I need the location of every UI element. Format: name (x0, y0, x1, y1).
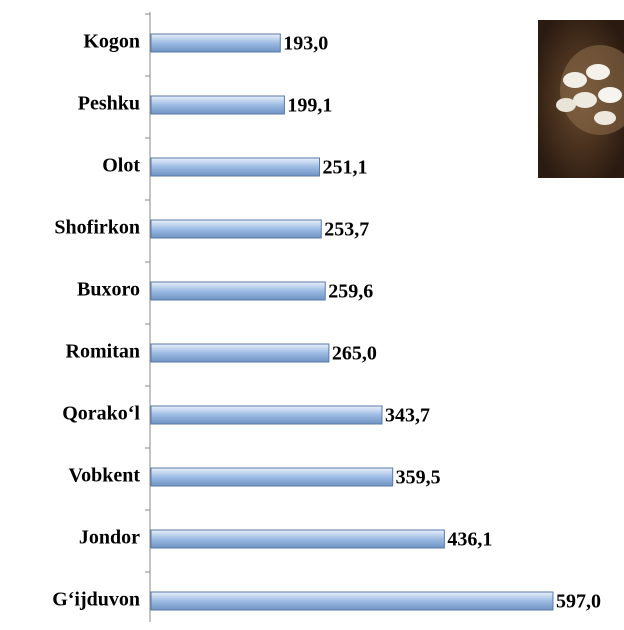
bar (150, 343, 330, 363)
category-label: Jondor (79, 527, 140, 549)
value-label: 253,7 (324, 219, 369, 241)
category-label: Kogon (83, 31, 140, 53)
value-label: 259,6 (328, 281, 373, 303)
category-label: Qorako‘l (62, 403, 140, 425)
category-label: Olot (102, 155, 140, 177)
category-label: Romitan (66, 341, 140, 363)
bar (150, 591, 554, 611)
value-label: 193,0 (283, 33, 328, 55)
value-label: 343,7 (385, 405, 430, 427)
bar (150, 281, 326, 301)
category-label: Vobkent (68, 465, 140, 487)
bar (150, 405, 383, 425)
value-label: 251,1 (323, 157, 368, 179)
bar (150, 33, 281, 53)
bar (150, 529, 445, 549)
value-label: 597,0 (556, 591, 601, 613)
bar (150, 467, 394, 487)
photo (538, 20, 624, 178)
category-label: Buxoro (77, 279, 140, 301)
value-label: 436,1 (447, 529, 492, 551)
value-label: 359,5 (396, 467, 441, 489)
category-label: Shofirkon (54, 217, 140, 239)
value-label: 265,0 (332, 343, 377, 365)
category-label: G‘ijduvon (52, 589, 140, 611)
bar (150, 157, 321, 177)
category-label: Peshku (78, 93, 140, 115)
value-label: 199,1 (287, 95, 332, 117)
bar (150, 219, 322, 239)
bar (150, 95, 285, 115)
